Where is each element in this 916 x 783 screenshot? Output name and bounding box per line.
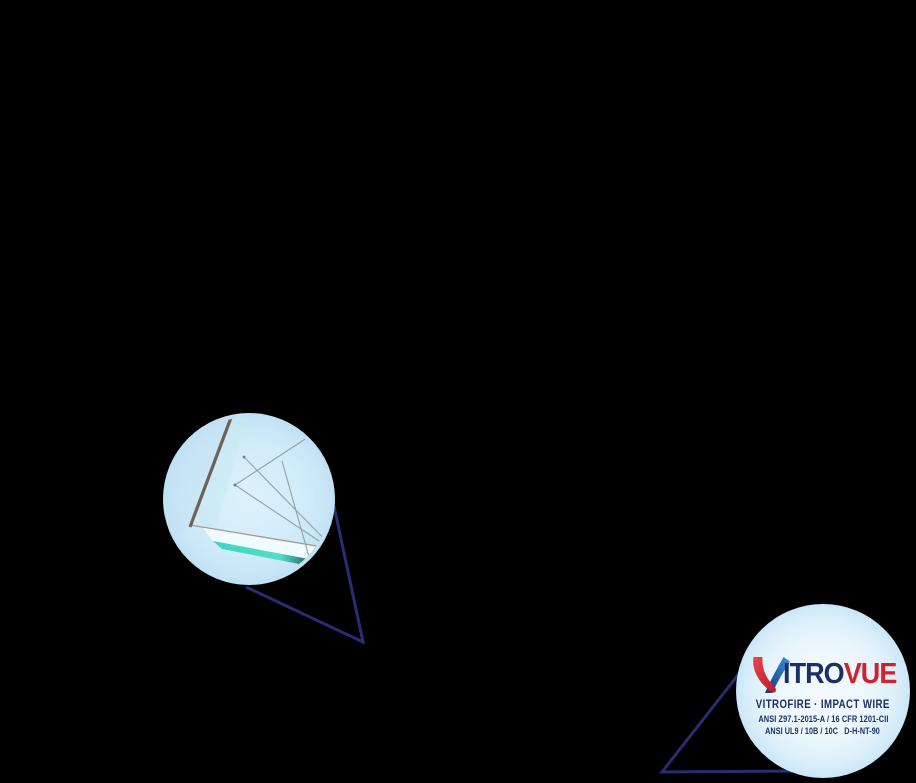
brand-tagline: VITROFIRE · IMPACT WIRE <box>736 699 910 711</box>
wire-node-dot <box>242 455 246 459</box>
glass-edge-line <box>188 417 234 528</box>
vitrovue-v-icon <box>753 657 790 693</box>
right-callout-pointer <box>658 651 796 774</box>
brand-red-text: VUE <box>843 658 898 690</box>
v-icon-red-stroke <box>753 657 776 693</box>
glass-edge-detail-illustration <box>167 417 331 571</box>
glass-edge-magnifier-bubble <box>163 413 335 585</box>
brand-letters: ITROVUE <box>783 658 898 690</box>
left-callout-pointer <box>245 505 366 645</box>
certification-line-1: ANSI Z97.1-2015-A / 16 CFR 1201-CII <box>736 714 910 725</box>
certification-line-1-text: ANSI Z97.1-2015-A / 16 CFR 1201-CII <box>757 714 889 725</box>
certification-line-2-text: ANSI UL9 / 10B / 10C D-H-NT-90 <box>765 726 881 737</box>
certification-badge-bubble: ITROVUE VITROFIRE · IMPACT WIRE ANSI Z97… <box>736 604 910 778</box>
glass-bottom-outline <box>189 524 331 550</box>
certification-line-2: ANSI UL9 / 10B / 10C D-H-NT-90 <box>736 726 910 737</box>
interlayer-white-strip <box>203 528 331 564</box>
brand-tagline-text: VITROFIRE · IMPACT WIRE <box>755 699 890 711</box>
brand-navy-text: ITRO <box>783 658 845 690</box>
wire-mesh-lines <box>234 429 331 565</box>
wire-node-dot <box>233 483 237 487</box>
glass-edge-band <box>190 417 247 528</box>
brand-wordmark: ITROVUE <box>736 654 910 694</box>
